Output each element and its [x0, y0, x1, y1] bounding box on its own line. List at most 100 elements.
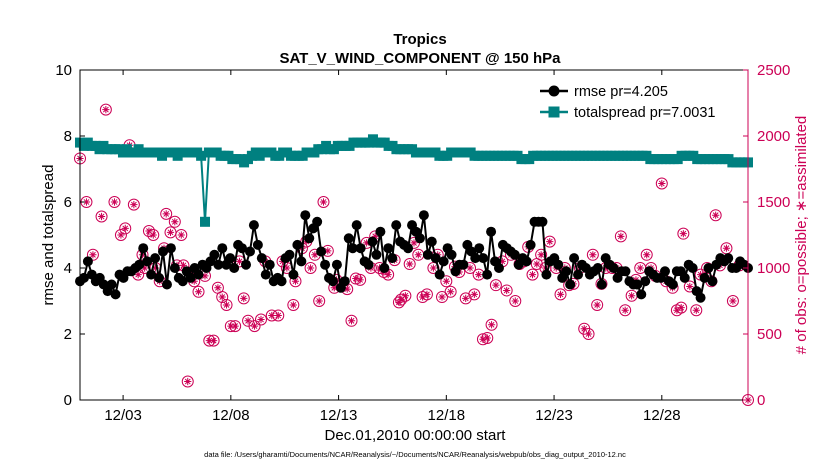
- obs-count-point: [175, 229, 188, 241]
- obs-assimilated-asterisk: [537, 251, 545, 259]
- obs-count-point: [86, 248, 99, 261]
- obs-possible-circle: [586, 248, 599, 261]
- obs-count-point: [640, 248, 653, 261]
- rmse-point: [486, 226, 497, 237]
- y-right-tick-label: 500: [757, 326, 782, 343]
- rmse-point: [296, 256, 307, 267]
- obs-count-point: [99, 103, 112, 116]
- obs-count-point: [481, 331, 494, 344]
- obs-count-point: [535, 248, 548, 261]
- rmse-point: [371, 249, 382, 260]
- data-file-footnote: data file: /Users/gharamti/Documents/NCA…: [204, 450, 626, 459]
- rmse-point: [82, 256, 93, 267]
- obs-assimilated-asterisk: [492, 281, 500, 289]
- chart-subtitle: SAT_V_WIND_COMPONENT @ 150 hPa: [279, 50, 561, 67]
- obs-possible-circle: [99, 103, 112, 116]
- rmse-point: [158, 246, 169, 257]
- obs-possible-circle: [175, 229, 188, 241]
- rmse-point: [608, 263, 619, 273]
- rmse-point: [383, 243, 394, 254]
- rmse-point: [260, 269, 271, 280]
- legend-totalspread-label: totalspread pr=7.0031: [574, 105, 715, 121]
- rmse-point: [723, 253, 734, 264]
- obs-assimilated-asterisk: [330, 284, 338, 292]
- obs-possible-circle: [237, 292, 250, 305]
- rmse-point: [474, 243, 485, 254]
- obs-count-point: [192, 285, 205, 298]
- obs-assimilated-asterisk: [470, 290, 478, 298]
- rmse-point: [703, 263, 714, 273]
- obs-assimilated-asterisk: [617, 232, 625, 240]
- rmse-point: [237, 243, 248, 254]
- x-tick-label: 12/18: [428, 407, 466, 424]
- obs-assimilated-asterisk: [636, 264, 644, 272]
- obs-count-point: [114, 229, 127, 241]
- rmse-point: [284, 249, 295, 260]
- obs-possible-circle: [216, 291, 229, 304]
- obs-count-point: [582, 328, 595, 340]
- obs-count-point: [229, 320, 242, 333]
- obs-assimilated-asterisk: [487, 321, 496, 329]
- rmse-point: [426, 236, 437, 247]
- rmse-point: [379, 263, 390, 273]
- rmse-point: [375, 226, 386, 237]
- obs-possible-circle: [677, 227, 690, 240]
- obs-count-point: [489, 279, 502, 292]
- rmse-point: [632, 279, 643, 290]
- obs-possible-circle: [526, 268, 539, 281]
- obs-possible-circle: [709, 209, 722, 222]
- obs-count-point: [220, 298, 233, 311]
- obs-assimilated-asterisk: [479, 335, 487, 343]
- rmse-point: [493, 263, 504, 273]
- obs-assimilated-asterisk: [410, 239, 418, 247]
- rmse-point: [667, 279, 678, 290]
- legend-rmse-label: rmse pr=4.205: [574, 84, 668, 100]
- obs-assimilated-asterisk: [222, 301, 231, 309]
- obs-possible-circle: [554, 288, 567, 301]
- obs-possible-circle: [436, 291, 449, 304]
- obs-count-point: [655, 177, 668, 190]
- obs-assimilated-asterisk: [729, 297, 737, 305]
- obs-possible-circle: [220, 298, 233, 311]
- x-tick-label: 12/03: [104, 407, 142, 424]
- rmse-point: [177, 276, 188, 287]
- obs-assimilated-asterisk: [201, 272, 209, 280]
- obs-possible-circle: [142, 225, 155, 238]
- rmse-point: [217, 243, 228, 254]
- obs-assimilated-asterisk: [679, 230, 687, 238]
- obs-assimilated-asterisk: [250, 322, 259, 330]
- obs-assimilated-asterisk: [194, 288, 203, 296]
- rmse-point: [422, 249, 433, 260]
- obs-assimilated-asterisk: [343, 285, 351, 293]
- x-tick-label: 12/28: [643, 407, 681, 424]
- rmse-point: [320, 259, 331, 270]
- obs-count-point: [248, 320, 261, 333]
- rmse-point: [391, 220, 402, 231]
- obs-possible-circle: [207, 334, 220, 347]
- y-right-tick-label: 2500: [757, 62, 790, 79]
- obs-assimilated-asterisk: [384, 271, 392, 279]
- obs-count-point: [399, 289, 412, 302]
- obs-possible-circle: [147, 229, 160, 241]
- obs-assimilated-asterisk: [315, 297, 323, 305]
- rmse-point: [707, 276, 718, 287]
- obs-possible-circle: [420, 288, 433, 301]
- obs-possible-circle: [127, 198, 140, 211]
- obs-assimilated-asterisk: [677, 304, 685, 312]
- rmse-point: [138, 243, 149, 254]
- obs-possible-circle: [345, 314, 358, 327]
- rmse-point: [699, 272, 710, 283]
- obs-assimilated-asterisk: [179, 261, 188, 269]
- rmse-point: [687, 263, 698, 273]
- obs-count-point: [675, 301, 688, 314]
- rmse-point: [165, 243, 176, 254]
- obs-count-point: [500, 284, 513, 297]
- obs-assimilated-asterisk: [205, 337, 213, 345]
- rmse-point: [403, 243, 414, 254]
- rmse-point: [446, 249, 457, 260]
- obs-possible-circle: [509, 295, 522, 307]
- obs-assimilated-asterisk: [289, 301, 297, 309]
- rmse-point: [458, 259, 469, 270]
- rmse-point: [316, 246, 327, 257]
- obs-count-point: [237, 292, 250, 305]
